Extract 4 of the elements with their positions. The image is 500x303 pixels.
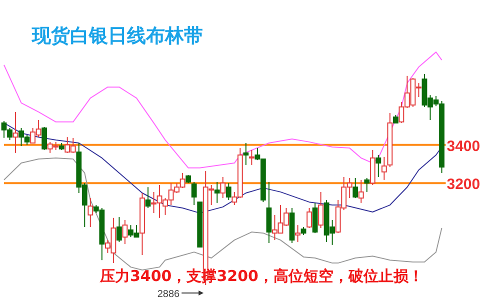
text: 3200 bbox=[446, 176, 480, 194]
text: 2886 bbox=[157, 289, 180, 300]
text: 3400 bbox=[446, 138, 480, 155]
chart-title: 现货白银日线布林带 bbox=[31, 25, 203, 47]
